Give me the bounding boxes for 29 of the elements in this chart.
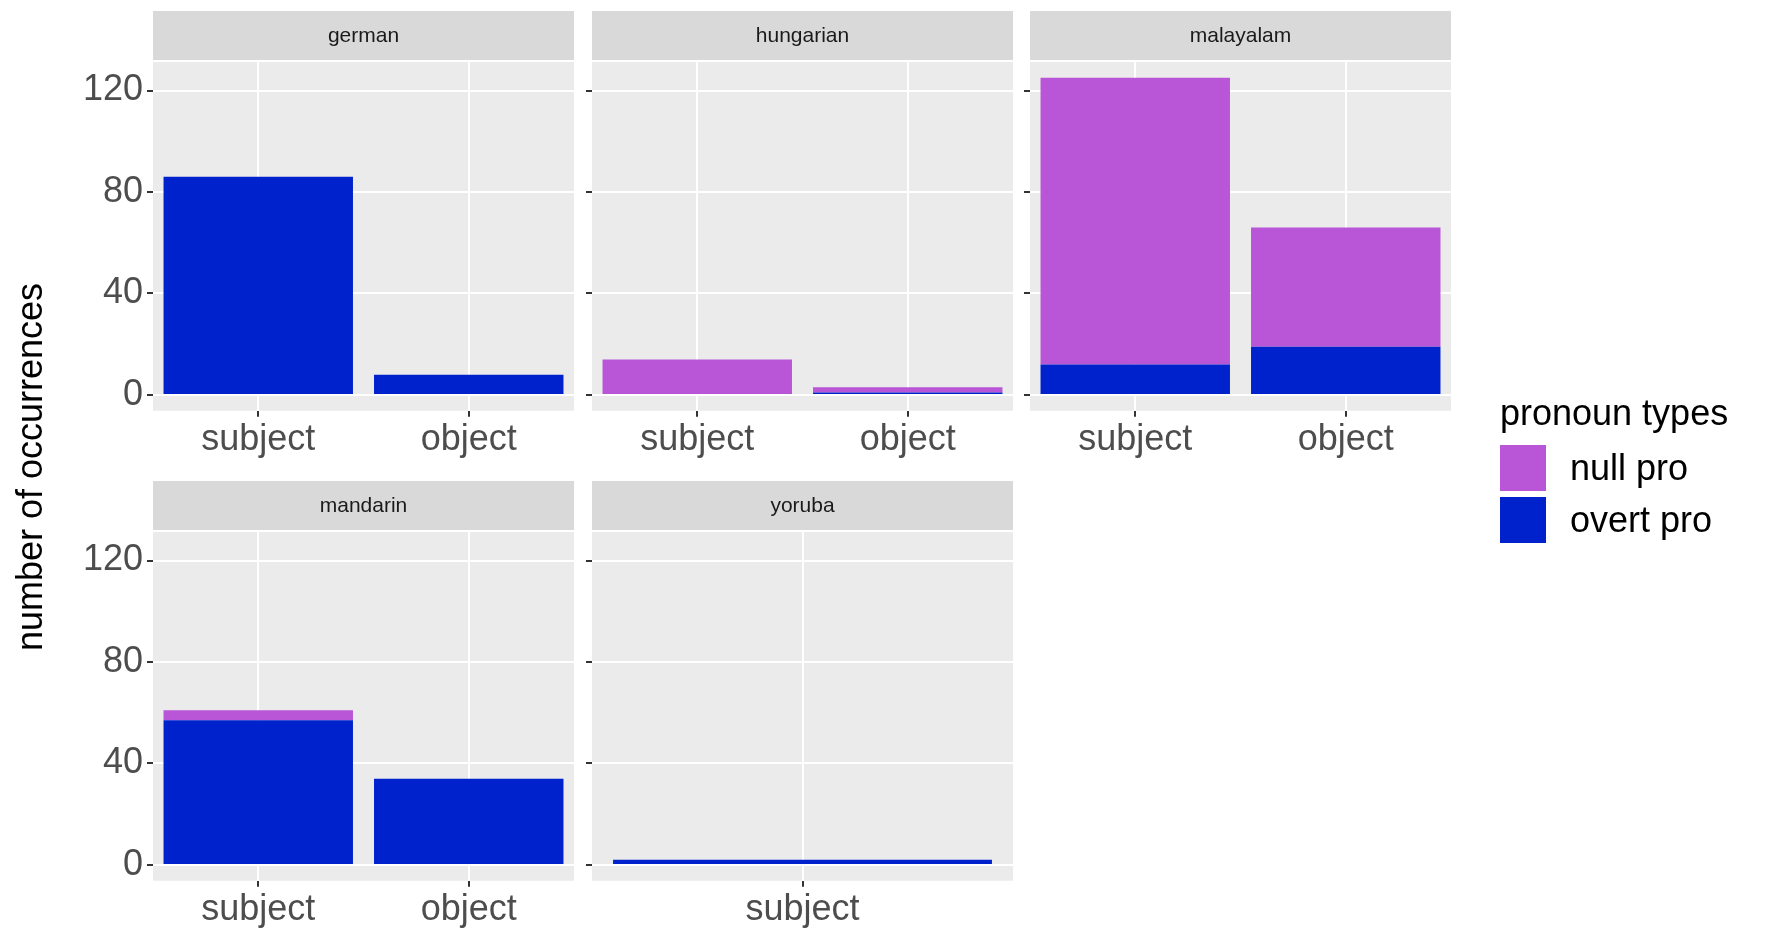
y-tick-label: 0: [122, 371, 143, 413]
x-tick-label: subject: [201, 417, 316, 459]
y-axis-title: number of occurrences: [9, 282, 51, 652]
bar: [1251, 227, 1441, 347]
chart-title: yoruba: [770, 492, 835, 516]
y-tick-label: 0: [122, 841, 143, 883]
y-tick-label: 40: [102, 740, 143, 782]
chart-title: malayalam: [1189, 22, 1292, 46]
y-tick-label: 80: [102, 168, 143, 210]
y-tick-label: 120: [82, 67, 143, 109]
bar: [1040, 364, 1230, 394]
x-tick-label: subject: [201, 887, 316, 929]
x-tick-label: object: [859, 417, 956, 459]
x-tick-label: subject: [1078, 417, 1193, 459]
chart-title: german: [327, 22, 400, 46]
y-tick-label: 40: [102, 270, 143, 312]
bar: [1251, 346, 1441, 394]
chart-title: hungarian: [755, 22, 850, 46]
legend-title: pronoun types: [1500, 392, 1729, 434]
y-tick-label: 120: [82, 537, 143, 579]
x-tick-label: object: [1297, 417, 1394, 459]
chart-title: mandarin: [319, 492, 408, 516]
x-tick-label: subject: [745, 887, 860, 929]
y-tick-label: 80: [102, 638, 143, 680]
x-tick-label: object: [420, 417, 517, 459]
x-tick-label: object: [420, 887, 517, 929]
x-tick-label: subject: [640, 417, 755, 459]
legend-label: null pro: [1570, 447, 1689, 489]
legend-label: overt pro: [1570, 499, 1713, 541]
